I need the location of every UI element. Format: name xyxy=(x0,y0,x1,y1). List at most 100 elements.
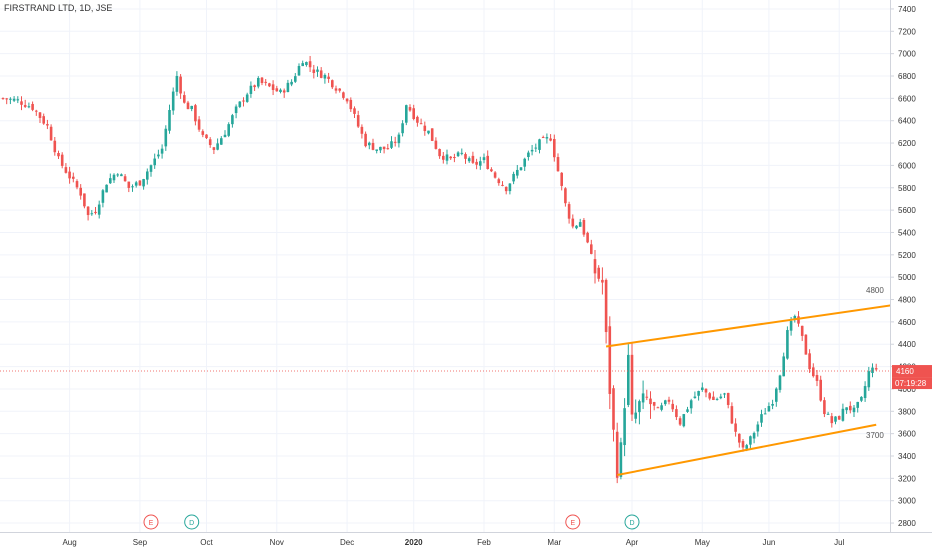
candle-body xyxy=(863,386,867,399)
candle-body xyxy=(1,98,5,100)
candle-body xyxy=(541,137,545,139)
candle xyxy=(171,87,175,115)
candle xyxy=(471,151,475,164)
candle-body xyxy=(593,259,597,274)
trend-channel[interactable]: 4800 3700 xyxy=(605,286,932,476)
price-tick-label: 4600 xyxy=(898,318,916,327)
candle-body xyxy=(312,69,316,74)
candle xyxy=(845,407,848,414)
candle-body xyxy=(608,326,612,394)
candle xyxy=(131,184,134,192)
candle-body xyxy=(760,414,763,423)
candle xyxy=(604,278,608,344)
candle-body xyxy=(212,147,216,150)
candle xyxy=(360,124,364,139)
candle-body xyxy=(205,134,208,139)
candle-body xyxy=(157,154,160,157)
dividend-marker[interactable]: D xyxy=(624,514,640,530)
candle xyxy=(874,363,878,371)
event-marker-circle xyxy=(184,514,200,530)
candle xyxy=(645,389,649,401)
candle xyxy=(319,67,323,79)
candle-body xyxy=(79,187,82,196)
candle xyxy=(427,130,430,135)
upper-trendline[interactable] xyxy=(605,297,932,348)
candle xyxy=(57,150,60,159)
candle xyxy=(523,157,526,171)
candle xyxy=(575,225,578,230)
last-price-label: 4160 xyxy=(896,367,914,376)
dividend-marker[interactable]: D xyxy=(184,514,200,530)
candle xyxy=(138,180,142,186)
candle-body xyxy=(874,368,878,370)
candle-body xyxy=(405,105,408,123)
candle xyxy=(760,409,763,427)
candle xyxy=(534,143,538,153)
candle xyxy=(242,97,245,107)
candle xyxy=(405,104,408,126)
candle-body xyxy=(371,142,375,150)
price-tick-label: 5800 xyxy=(898,184,916,193)
candle-body xyxy=(16,99,20,101)
time-axis[interactable] xyxy=(0,532,932,550)
candle-body xyxy=(201,131,205,135)
candle-body xyxy=(564,188,567,204)
candle xyxy=(678,416,682,426)
candle-body xyxy=(597,267,600,279)
candle-body xyxy=(730,406,734,424)
candle xyxy=(782,352,785,377)
candle xyxy=(179,74,182,99)
symbol-title[interactable]: FIRSTRAND LTD, 1D, JSE xyxy=(4,3,113,13)
candle xyxy=(397,132,401,148)
candle-body xyxy=(449,156,452,159)
candle xyxy=(460,148,464,156)
candle xyxy=(871,363,874,378)
candle-body xyxy=(356,115,360,127)
candle xyxy=(726,392,730,409)
candle-body xyxy=(234,106,238,114)
candle-body xyxy=(797,316,800,324)
candle xyxy=(168,104,171,134)
candle-body xyxy=(197,119,201,130)
event-marker-label: D xyxy=(629,520,634,527)
candle-body xyxy=(257,77,260,87)
candle xyxy=(815,369,819,387)
candle-body xyxy=(282,90,286,93)
candle-body xyxy=(534,147,538,149)
earnings-marker[interactable]: E xyxy=(143,514,159,530)
time-tick-label: Dec xyxy=(340,538,354,547)
price-tick-label: 5200 xyxy=(898,251,916,260)
candle xyxy=(268,82,271,88)
candle xyxy=(190,105,193,112)
candle xyxy=(75,179,79,190)
candle-body xyxy=(745,445,748,449)
candle-body xyxy=(619,442,623,477)
candle xyxy=(423,121,427,136)
candle-body xyxy=(160,148,164,154)
candle xyxy=(338,88,341,93)
time-tick-label: Aug xyxy=(62,538,76,547)
candle xyxy=(649,391,652,419)
earnings-marker[interactable]: E xyxy=(565,514,581,530)
candle-body xyxy=(142,179,145,187)
price-tick-label: 6000 xyxy=(898,161,916,170)
candle-body xyxy=(697,391,700,396)
time-tick-label: Jun xyxy=(762,538,775,547)
candle-body xyxy=(64,167,68,173)
candle-body xyxy=(146,171,149,180)
lower-trendline[interactable] xyxy=(617,423,877,476)
candle xyxy=(416,115,419,127)
candle xyxy=(823,397,826,418)
candle xyxy=(83,193,86,209)
candle-body xyxy=(231,115,234,125)
candle-body xyxy=(423,125,427,132)
candle-body xyxy=(789,320,793,331)
candle xyxy=(1,97,5,100)
candle-body xyxy=(453,157,456,159)
time-axis-ticks: Aug Sep Oct Nov Dec 2020 Feb Mar Apr May Jun Jul xyxy=(62,538,844,547)
price-axis[interactable] xyxy=(890,0,932,532)
candle-body xyxy=(327,76,330,79)
